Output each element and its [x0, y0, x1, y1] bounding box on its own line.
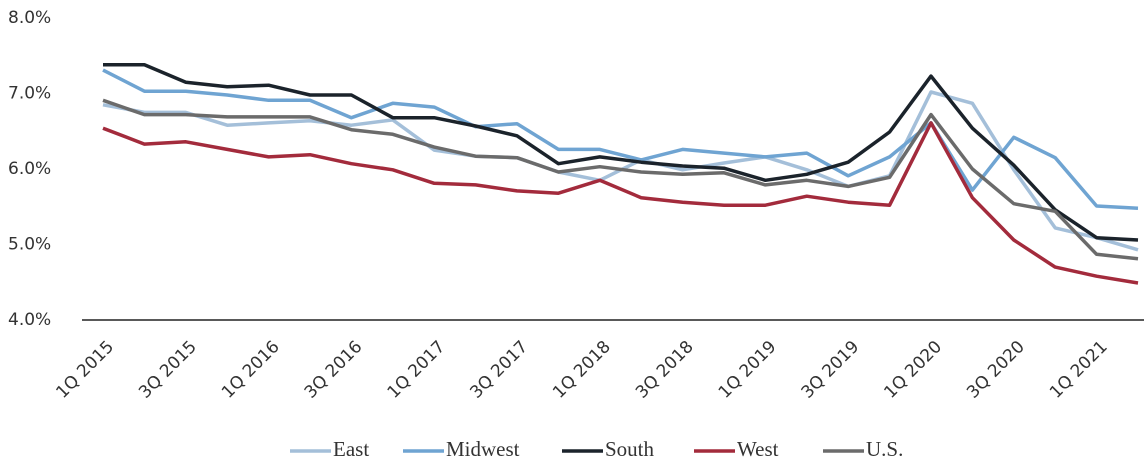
y-tick-label: 6.0%	[8, 159, 51, 179]
legend-label: East	[333, 437, 369, 461]
x-tick-label: 1Q 2017	[384, 337, 450, 403]
x-tick-label: 1Q 2016	[218, 337, 284, 403]
legend-label: Midwest	[446, 437, 520, 461]
x-tick-label: 1Q 2015	[52, 337, 118, 403]
line-series	[103, 63, 1139, 242]
x-tick-label: 3Q 2015	[135, 337, 201, 403]
legend-label: South	[605, 437, 655, 461]
x-tick-label: 3Q 2019	[798, 337, 864, 403]
y-tick-label: 8.0%	[8, 8, 51, 28]
x-tick-label: 1Q 2019	[715, 337, 781, 403]
x-tick-label: 3Q 2016	[301, 337, 367, 403]
line-series	[102, 98, 1139, 261]
y-tick-label: 7.0%	[8, 84, 51, 104]
legend-label: West	[737, 437, 779, 461]
line-series	[102, 68, 1139, 211]
line-series	[102, 121, 1139, 285]
y-tick-label: 4.0%	[8, 310, 51, 330]
y-tick-label: 5.0%	[8, 235, 51, 255]
x-tick-label: 1Q 2021	[1046, 337, 1112, 403]
x-tick-label: 1Q 2020	[880, 337, 946, 403]
x-tick-label: 3Q 2017	[466, 337, 532, 403]
legend-label: U.S.	[866, 437, 903, 461]
x-tick-label: 3Q 2020	[963, 337, 1029, 403]
x-tick-label: 1Q 2018	[549, 337, 615, 403]
x-tick-label: 3Q 2018	[632, 337, 698, 403]
